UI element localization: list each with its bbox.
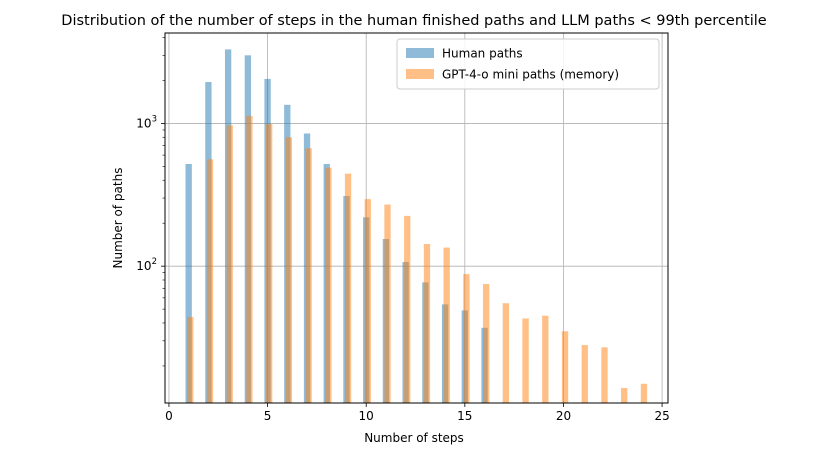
gpt-paths-bar [206,159,214,403]
gpt-paths-bar [561,331,569,403]
y-axis-label: Number of paths [111,168,125,269]
gpt-paths-bar [581,345,588,403]
legend: Human paths GPT-4-o mini paths (memory) [396,38,660,90]
plot-frame [164,32,669,404]
gpt-paths-bar [325,167,332,403]
y-tick-label: 102 [136,257,157,273]
legend-box [396,38,660,90]
gpt-paths-bar [502,303,510,403]
gpt-paths-bar [404,215,411,403]
legend-label: GPT-4-o mini paths (memory) [442,68,619,82]
gpt-paths-bar [463,274,470,403]
human-paths-bar [185,163,192,403]
x-axis-ticks: 0 5 10 15 20 25 [165,403,670,423]
x-tick-label: 15 [457,409,472,423]
bars [185,49,648,404]
gpt-paths-bar [640,383,648,403]
gpt-paths-bar [522,318,529,403]
chart-title: Distribution of the number of steps in t… [61,13,766,29]
gpt-paths-bar [305,148,312,403]
y-tick-label: 103 [136,114,157,130]
legend-label: Human paths [442,47,523,61]
gpt-paths-bar [423,243,431,403]
gpt-paths-bar [285,137,293,403]
gpt-paths-bar [621,388,628,403]
x-tick-label: 10 [359,409,374,423]
gpt-paths-bar [246,115,253,403]
gpt-paths-bar [265,124,273,403]
legend-swatch [406,48,434,58]
gpt-paths-bar [542,315,549,403]
legend-swatch [406,69,434,79]
gpt-paths-bar [443,247,450,403]
gpt-paths-bar [482,283,490,403]
x-tick-label: 25 [654,409,669,423]
gpt-paths-bar [364,199,371,403]
x-tick-label: 0 [165,409,173,423]
y-axis-ticks: 102 103 [136,37,165,367]
x-tick-label: 20 [556,409,571,423]
gpt-paths-bar [226,125,233,403]
gpt-paths-bar [344,173,352,403]
gpt-paths-bar [601,347,608,403]
x-axis-label: Number of steps [364,431,464,445]
gpt-paths-bar [384,204,391,403]
gpt-paths-bar [187,317,194,403]
x-tick-label: 5 [264,409,272,423]
